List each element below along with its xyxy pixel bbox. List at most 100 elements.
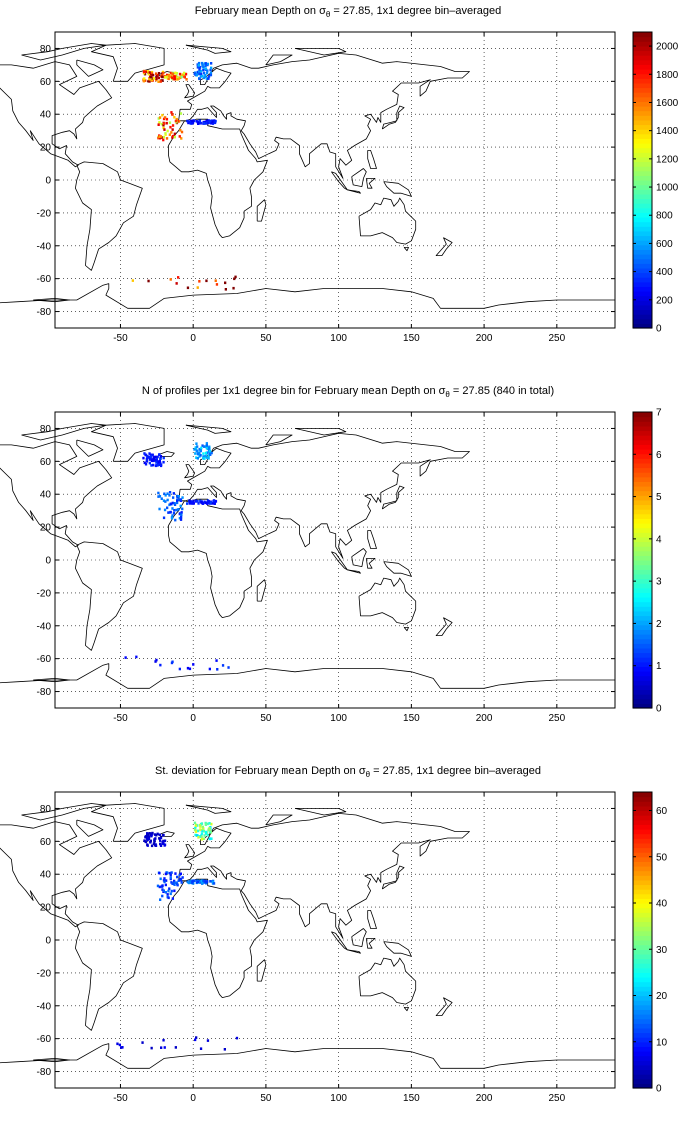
data-bin xyxy=(159,461,162,465)
x-tick-label: -50 xyxy=(113,333,128,344)
colorbar-segment xyxy=(633,281,652,287)
data-bin xyxy=(180,137,183,140)
data-bin xyxy=(197,63,200,67)
colorbar-segment xyxy=(633,629,652,635)
colorbar-segment xyxy=(633,69,652,75)
data-bin xyxy=(215,283,219,286)
data-bin xyxy=(204,454,207,458)
x-tick-label: 50 xyxy=(260,333,272,344)
colorbar-segment xyxy=(633,115,652,121)
data-bin xyxy=(161,74,164,77)
colorbar-segment xyxy=(633,555,652,561)
colorbar-segment xyxy=(633,916,652,923)
data-bin xyxy=(181,876,184,879)
coastline xyxy=(294,428,347,436)
colorbar-segment xyxy=(633,180,652,186)
colorbar-tick-label: 2000 xyxy=(656,42,679,53)
data-bin xyxy=(163,492,166,496)
colorbar-segment xyxy=(633,810,652,816)
data-bin xyxy=(118,1043,121,1047)
data-bin xyxy=(157,72,161,75)
data-bin xyxy=(170,131,173,134)
data-bin xyxy=(175,117,178,121)
data-bin xyxy=(213,501,216,505)
x-tick-label: 150 xyxy=(403,1093,420,1104)
data-bin xyxy=(168,871,171,875)
colorbar-segment xyxy=(633,986,652,992)
colorbar-segment xyxy=(633,624,652,630)
data-bin xyxy=(168,503,171,507)
data-bin xyxy=(145,458,149,462)
data-bin xyxy=(200,822,204,825)
data-bin xyxy=(166,893,169,896)
colorbar-segment xyxy=(633,866,652,872)
data-bin xyxy=(161,894,164,898)
data-bin xyxy=(177,120,180,123)
x-tick-label: 150 xyxy=(403,713,420,724)
colorbar-segment xyxy=(633,50,652,56)
data-bin xyxy=(149,839,152,843)
data-bin xyxy=(120,1046,123,1049)
colorbar-segment xyxy=(633,212,652,218)
colorbar-segment xyxy=(633,323,652,329)
colorbar-segment xyxy=(633,291,652,297)
data-bin xyxy=(164,500,167,503)
coastline xyxy=(75,161,143,271)
colorbar-segment xyxy=(633,45,652,52)
colorbar-segment xyxy=(633,536,652,543)
y-tick-label: -60 xyxy=(37,274,52,285)
data-bin xyxy=(167,889,170,893)
y-tick-label: -20 xyxy=(37,588,52,599)
data-bin xyxy=(194,824,197,828)
data-bin xyxy=(116,1042,119,1046)
colorbar-segment xyxy=(633,1018,652,1024)
data-bin xyxy=(179,504,182,508)
data-bin xyxy=(142,70,146,74)
coastline xyxy=(76,439,104,457)
x-tick-label: 100 xyxy=(330,333,347,344)
colorbar-segment xyxy=(633,64,652,70)
data-bin xyxy=(156,464,159,467)
colorbar-segment xyxy=(633,304,652,311)
colorbar-segment xyxy=(633,309,652,315)
colorbar-tick-label: 0 xyxy=(656,324,662,335)
data-bin xyxy=(162,516,166,520)
data-bin xyxy=(181,73,184,76)
data-bin xyxy=(196,71,199,74)
colorbar-segment xyxy=(633,175,652,181)
data-bin xyxy=(177,879,180,882)
colorbar-segment xyxy=(633,453,652,459)
data-bin xyxy=(215,659,218,662)
data-bin xyxy=(223,1048,226,1051)
data-bin xyxy=(199,122,202,125)
coastline xyxy=(294,808,347,816)
data-bin xyxy=(206,451,209,454)
coastline xyxy=(75,921,143,1031)
colorbar-tick-label: 2 xyxy=(656,619,662,630)
colorbar-segment xyxy=(633,1074,652,1080)
coastline xyxy=(168,878,268,998)
colorbar-segment xyxy=(633,694,652,700)
data-bin xyxy=(195,499,198,503)
data-bin xyxy=(170,516,174,520)
data-bin xyxy=(158,453,161,456)
data-bin xyxy=(193,72,196,75)
coastline xyxy=(294,48,347,56)
data-bin xyxy=(150,72,154,75)
coastline xyxy=(265,814,293,826)
data-bin xyxy=(187,881,190,884)
y-tick-label: 40 xyxy=(40,490,52,501)
y-tick-label: 0 xyxy=(45,176,51,187)
colorbar-segment xyxy=(633,435,652,441)
coastline xyxy=(365,558,376,569)
data-bin xyxy=(176,501,179,505)
data-bin xyxy=(152,459,155,463)
data-bin xyxy=(173,502,176,505)
data-bin xyxy=(209,71,213,75)
colorbar-tick-label: 60 xyxy=(656,806,668,817)
data-bin xyxy=(203,834,206,837)
data-bin xyxy=(204,501,208,505)
coastline xyxy=(358,197,417,245)
data-bin xyxy=(200,501,203,504)
data-bin xyxy=(211,122,215,125)
